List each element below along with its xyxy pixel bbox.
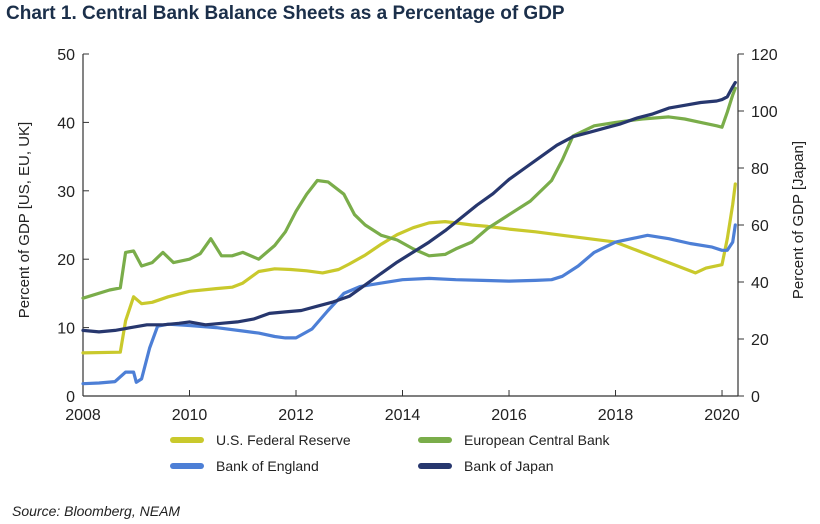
legend-swatch-boe: [170, 463, 204, 469]
x-tick-label: 2010: [172, 407, 208, 424]
x-tick-label: 2018: [598, 407, 634, 424]
y2-tick-label: 20: [751, 332, 769, 349]
series-line-u-s-federal-reserve: [81, 182, 737, 355]
legend-swatch-boj: [418, 463, 452, 469]
legend-item-boe: Bank of England: [170, 458, 319, 474]
y-tick-label: 20: [57, 252, 75, 269]
x-tick-label: 2016: [491, 407, 527, 424]
y-tick-label: 30: [57, 184, 75, 201]
y-axis-label: Percent of GDP [US, EU, UK]: [16, 122, 33, 318]
legend: U.S. Federal Reserve European Central Ba…: [170, 428, 690, 484]
chart-plot: 0 10 20 30 40 50 0 20 40 60 80 100 120 2008 2010 2012 20…: [16, 47, 807, 424]
series-line-bank-of-japan: [81, 80, 737, 334]
legend-item-ecb: European Central Bank: [418, 432, 610, 448]
y2-axis-label: Percent of GDP [Japan]: [790, 141, 807, 299]
y2-tick-label: 60: [751, 218, 769, 235]
y-tick-label: 0: [66, 389, 75, 406]
legend-label-ecb: European Central Bank: [464, 432, 610, 448]
legend-item-boj: Bank of Japan: [418, 458, 554, 474]
y2-tick-label: 100: [751, 104, 778, 121]
legend-label-boj: Bank of Japan: [464, 458, 554, 474]
series-group: [81, 80, 737, 386]
x-tick-label: 2014: [385, 407, 421, 424]
chart-title: Chart 1. Central Bank Balance Sheets as …: [6, 3, 565, 24]
legend-item-us-fed: U.S. Federal Reserve: [170, 432, 351, 448]
series-line-european-central-bank: [81, 86, 737, 300]
series-line-bank-of-england: [81, 223, 737, 386]
x-tick-label: 2008: [65, 407, 101, 424]
legend-swatch-us-fed: [170, 437, 204, 443]
axes-group: 0 10 20 30 40 50 0 20 40 60 80 100 120 2008 2010 2012 20…: [57, 47, 778, 424]
y2-tick-label: 120: [751, 47, 778, 64]
legend-label-boe: Bank of England: [216, 458, 319, 474]
y2-tick-label: 80: [751, 161, 769, 178]
y2-tick-label: 40: [751, 275, 769, 292]
x-tick-label: 2012: [278, 407, 314, 424]
source-note: Source: Bloomberg, NEAM: [12, 503, 181, 519]
y2-tick-label: 0: [751, 389, 760, 406]
legend-label-us-fed: U.S. Federal Reserve: [216, 432, 351, 448]
y-tick-label: 40: [57, 115, 75, 132]
x-tick-label: 2020: [704, 407, 740, 424]
y-tick-label: 50: [57, 47, 75, 64]
legend-swatch-ecb: [418, 437, 452, 443]
y-tick-label: 10: [57, 321, 75, 338]
